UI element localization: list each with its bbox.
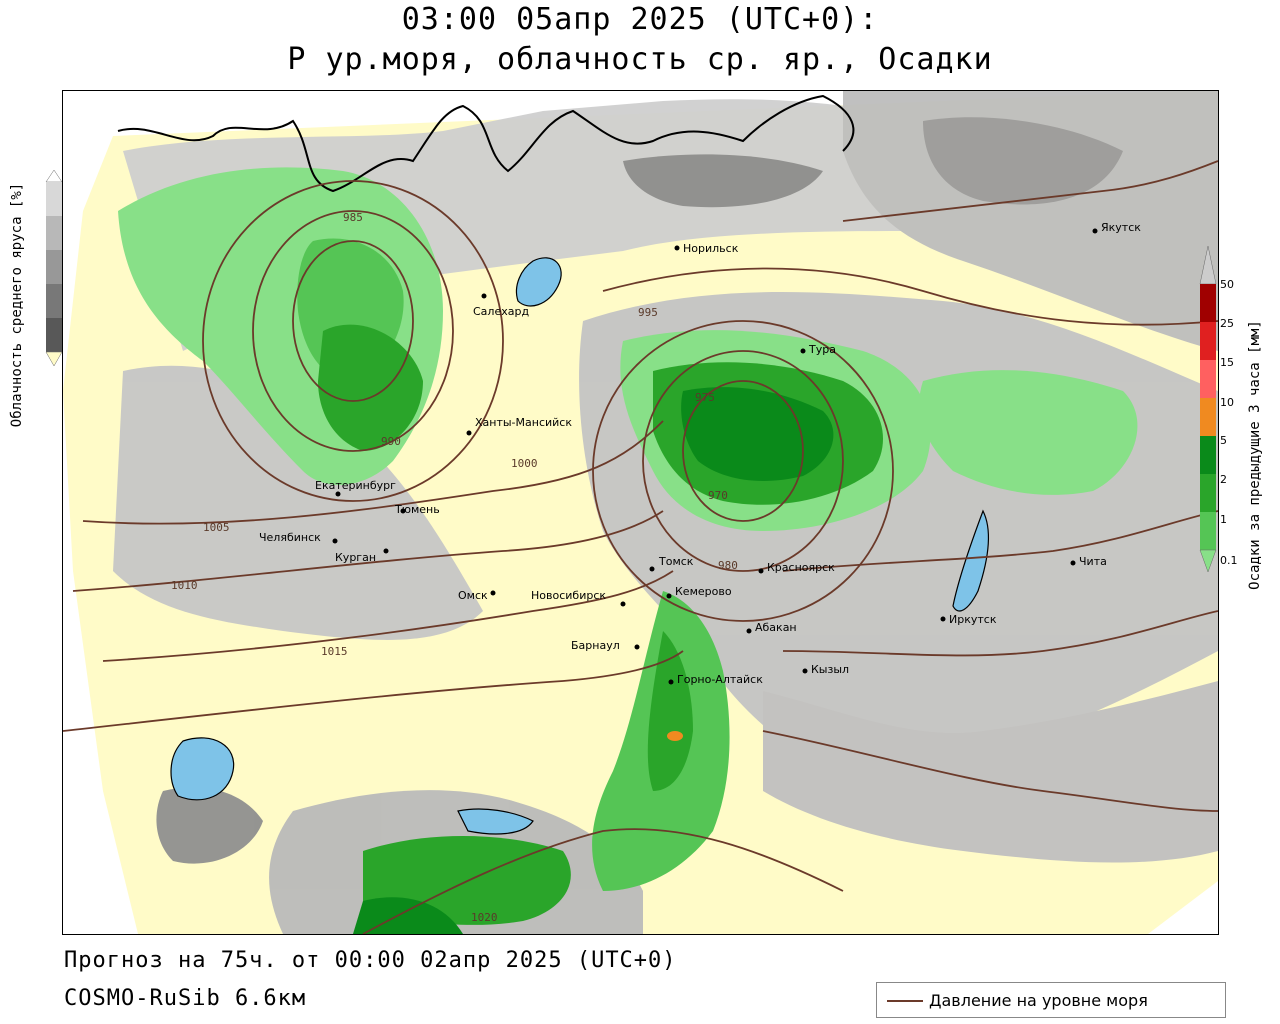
isobar-label: 975 [695, 391, 715, 404]
precip-legend-title: Осадки за предыдущие 3 часа [мм] [1247, 320, 1263, 590]
city-marker: Горно-Алтайск [668, 673, 763, 686]
city-marker: Кызыл [802, 663, 849, 676]
city-marker: Тура [800, 343, 836, 356]
svg-text:Омск: Омск [458, 589, 488, 602]
svg-text:Кызыл: Кызыл [811, 663, 849, 676]
city-marker: Норильск [674, 242, 739, 255]
city-marker: Якутск [1092, 221, 1141, 234]
svg-text:Кемерово: Кемерово [675, 585, 732, 598]
isobar-label: 1010 [171, 579, 198, 592]
isobar-label: 995 [638, 306, 658, 319]
precip-tick-25: 25 [1220, 317, 1234, 330]
isobar-label: 1000 [511, 457, 538, 470]
city-marker: Тюмень [394, 503, 440, 516]
forecast-info: Прогноз на 75ч. от 00:00 02апр 2025 (UTC… [64, 948, 677, 973]
precip-legend-colorbar [1199, 246, 1217, 573]
precip-tick-50: 50 [1220, 278, 1234, 291]
city-marker: Томск [649, 555, 694, 572]
cloud-legend-title: Облачность среднего яруса [%] [9, 182, 25, 428]
isobar-labels: 985 990 995 1000 1005 1010 1015 1020 980… [171, 211, 738, 924]
city-marker: Красноярск [758, 561, 835, 574]
svg-text:Новосибирск: Новосибирск [531, 589, 606, 602]
map-canvas: 985 990 995 1000 1005 1010 1015 1020 980… [63, 91, 1218, 934]
city-marker: Омск [458, 589, 496, 602]
precip-tick-10: 10 [1220, 396, 1234, 409]
precip-tick-5: 5 [1220, 434, 1227, 447]
isobars [63, 160, 1218, 934]
city-marker: Барнаул [571, 639, 640, 652]
precip-tick-0-1: 0.1 [1220, 554, 1238, 567]
city-marker: Курган [335, 548, 389, 564]
map-title-time: 03:00 05апр 2025 (UTC+0): [401, 2, 879, 37]
svg-text:Тура: Тура [808, 343, 836, 356]
city-marker: Ханты-Мансийск [466, 416, 572, 436]
cloud-legend-colorbar [45, 170, 63, 367]
precip-tick-2: 2 [1220, 473, 1227, 486]
city-marker: Абакан [746, 621, 797, 634]
svg-text:Екатеринбург: Екатеринбург [315, 479, 396, 492]
pressure-line-swatch [887, 1000, 923, 1002]
svg-text:Томск: Томск [658, 555, 694, 568]
water-bodies [170, 257, 990, 835]
svg-text:Барнаул: Барнаул [571, 639, 620, 652]
svg-text:Чита: Чита [1079, 555, 1107, 568]
svg-text:Челябинск: Челябинск [259, 531, 321, 544]
svg-text:Салехард: Салехард [473, 305, 529, 318]
svg-text:Курган: Курган [335, 551, 376, 564]
cities: Салехард Норильск Якутск Тура Ханты-Манс… [259, 221, 1141, 686]
isobar-label: 985 [343, 211, 363, 224]
map-title-fields: Р ур.моря, облачность ср. яр., Осадки [287, 42, 993, 77]
city-marker: Кемерово [666, 585, 732, 599]
precip-tick-15: 15 [1220, 356, 1234, 369]
isobar-label: 1015 [321, 645, 348, 658]
svg-text:Якутск: Якутск [1101, 221, 1141, 234]
city-marker: Екатеринбург [315, 479, 396, 497]
city-marker: Новосибирск [531, 589, 626, 607]
isobar-label: 1005 [203, 521, 230, 534]
svg-text:Тюмень: Тюмень [394, 503, 440, 516]
isobar-label: 1020 [471, 911, 498, 924]
isobar-label: 980 [718, 559, 738, 572]
city-marker: Челябинск [259, 531, 338, 544]
svg-text:Иркутск: Иркутск [949, 613, 997, 626]
city-marker: Салехард [473, 293, 529, 318]
svg-text:Красноярск: Красноярск [767, 561, 835, 574]
city-marker: Чита [1070, 555, 1107, 568]
isobar-label: 970 [708, 489, 728, 502]
svg-text:Ханты-Мансийск: Ханты-Мансийск [475, 416, 572, 429]
precip-tick-1: 1 [1220, 513, 1227, 526]
svg-text:Норильск: Норильск [683, 242, 739, 255]
isobar-label: 990 [381, 435, 401, 448]
forecast-map: 985 990 995 1000 1005 1010 1015 1020 980… [62, 90, 1219, 935]
city-marker: Иркутск [940, 613, 997, 626]
model-name: COSMO-RuSib 6.6км [64, 986, 307, 1011]
pressure-line-legend: Давление на уровне моря [876, 982, 1226, 1018]
svg-text:Горно-Алтайск: Горно-Алтайск [677, 673, 763, 686]
svg-text:Абакан: Абакан [755, 621, 797, 634]
precipitation-areas [118, 167, 1138, 934]
pressure-line-label: Давление на уровне моря [929, 991, 1148, 1010]
